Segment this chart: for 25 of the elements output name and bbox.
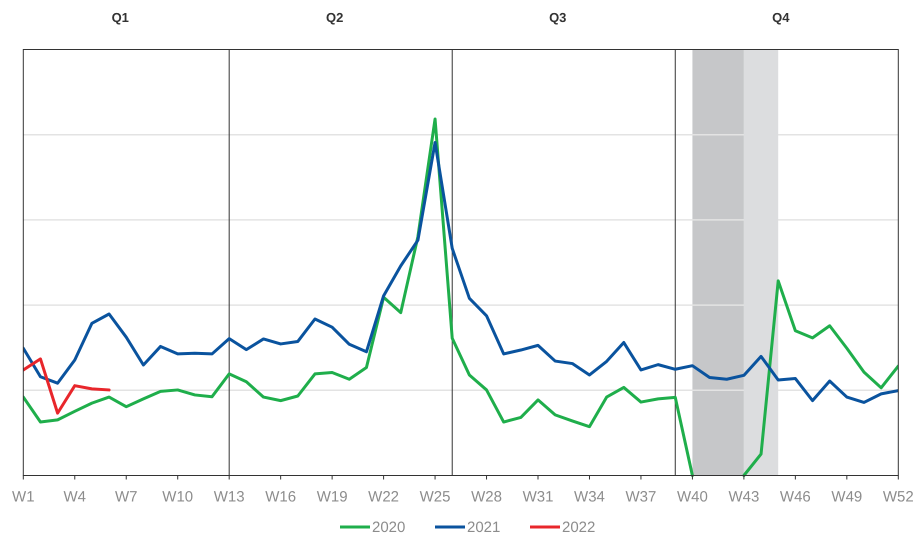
x-tick-label: W49 [831, 488, 862, 506]
text: Q3 [549, 10, 566, 25]
text: Q1 [112, 10, 129, 25]
x-tick-label: W13 [214, 488, 245, 506]
x-tick-label: W28 [471, 488, 502, 506]
x-tick-label: W22 [368, 488, 400, 506]
legend-label: 2021 [467, 519, 500, 536]
x-tick-label: W25 [420, 488, 450, 506]
x-tick-label: W16 [265, 488, 296, 506]
x-tick-label: W31 [522, 488, 554, 506]
x-tick-label: W10 [162, 488, 194, 506]
x-tick-label: W37 [626, 488, 656, 506]
x-tick-label: W40 [676, 488, 708, 506]
legend-label: 2020 [372, 519, 406, 536]
x-tick-label: W46 [780, 488, 811, 506]
x-tick-label: W52 [882, 488, 914, 506]
x-tick-label: W43 [728, 488, 760, 506]
x-tick-label: W1 [12, 488, 35, 506]
text: Q4 [772, 10, 790, 25]
x-tick-label: W34 [574, 488, 605, 506]
legend-label: 2022 [562, 519, 596, 536]
x-tick-label: W4 [64, 488, 86, 506]
x-tick-label: W19 [316, 488, 348, 506]
x-tick-label: W7 [114, 488, 138, 506]
text: Q2 [326, 10, 344, 25]
